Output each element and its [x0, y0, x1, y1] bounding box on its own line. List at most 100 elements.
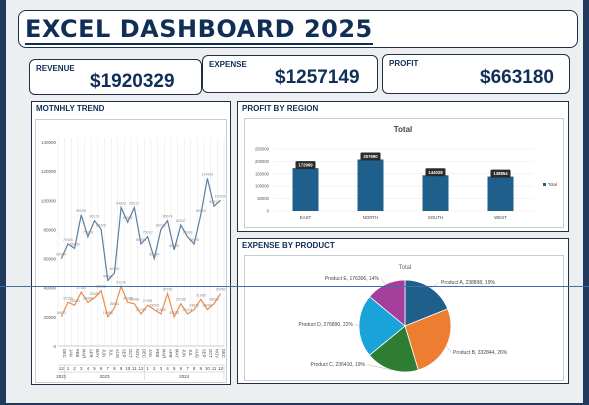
pie-leader-line: [354, 324, 360, 327]
expense-by-product-chart[interactable]: Total Product A, 238898, 19% Product B, 33…: [244, 255, 564, 381]
month-number-label: 10: [205, 366, 211, 371]
month-label: SEP: [122, 349, 127, 358]
y-tick-label: 120000: [41, 169, 57, 174]
profit-by-region-label: PROFIT BY REGION: [242, 104, 319, 113]
data-label: 70365: [63, 238, 73, 242]
month-number-label: 9: [120, 366, 123, 371]
month-label: DEC: [221, 349, 226, 358]
data-label: 22104: [182, 308, 192, 312]
data-label: 20023: [169, 311, 179, 315]
month-number-label: 11: [132, 366, 137, 371]
month-label: FEB: [155, 349, 160, 357]
data-label: 33289: [90, 292, 100, 296]
kpi-revenue-card[interactable]: REVENUE $1920329: [29, 59, 202, 95]
bar-category-label: NORTH: [363, 215, 379, 220]
pie-data-label: Product A, 238898, 19%: [441, 280, 495, 286]
bar-y-tick-label: 250000: [255, 147, 270, 152]
data-label: 80225: [96, 223, 106, 227]
monthly-trend-chart[interactable]: 0 20000 40000 60000 80000 100000 120000 140000 6…: [35, 119, 227, 383]
data-label: 28922: [209, 298, 219, 302]
monthly-trend-label: MOTNHLY TREND: [36, 104, 105, 113]
data-label: 75420: [83, 231, 93, 235]
month-label: JAN: [148, 349, 153, 357]
pie-slice-5: [369, 279, 406, 327]
profit-by-region-chart[interactable]: Total 0 50000 100000 150000 200000 250000 17296…: [244, 118, 564, 228]
month-number-label: 7: [107, 366, 110, 371]
data-label: 84902: [123, 216, 133, 220]
profit-by-region-svg: Total 0 50000 100000 150000 200000 250000 17296…: [255, 125, 557, 220]
monthly-trend-svg: 0 20000 40000 60000 80000 100000 120000 140000 6…: [41, 138, 227, 380]
data-label: 29964: [83, 296, 93, 300]
series-line-2: [60, 284, 222, 319]
bar-west: [487, 176, 514, 211]
data-label: 35790: [163, 288, 173, 292]
year-label: 2024: [179, 374, 190, 379]
expense-by-product-panel[interactable]: EXPENSE BY PRODUCT Total Product A, 23889…: [237, 238, 569, 384]
month-number-label: 2: [73, 366, 76, 371]
profit-by-region-panel[interactable]: PROFIT BY REGION Total 0 50000 100000 150000…: [237, 101, 569, 232]
month-number-label: 10: [125, 366, 131, 371]
month-label: NOV: [215, 349, 220, 358]
dashboard-sheet: EXCEL DASHBOARD 2025 REVENUE $1920329 EX…: [6, 0, 583, 403]
series-line-1: [60, 178, 222, 282]
data-label: 114999: [202, 172, 214, 176]
bar-data-label: 172969: [298, 163, 313, 168]
month-number-label: 12: [59, 366, 65, 371]
data-label: 82547: [176, 219, 186, 223]
kpi-expense-card[interactable]: EXPENSE $1257149: [202, 55, 378, 93]
data-label: 25831: [109, 302, 119, 306]
month-number-label: 2: [153, 366, 156, 371]
month-label: JUN: [181, 349, 186, 357]
month-number-label: 9: [200, 366, 203, 371]
monthly-trend-panel[interactable]: MOTNHLY TREND 0 20000 40000 60000 80000 10000…: [31, 101, 231, 385]
bar-y-tick-label: 100000: [255, 184, 270, 189]
month-number-label: 6: [180, 366, 183, 371]
data-label: 69854: [136, 238, 146, 242]
month-label: MAY: [95, 349, 100, 358]
data-label: 29180: [176, 298, 186, 302]
bar-east: [292, 168, 319, 211]
bar-chart-title: Total: [394, 125, 413, 134]
month-label: MAY: [175, 349, 180, 358]
data-label: 90000: [76, 209, 86, 213]
data-label: 41130: [116, 280, 126, 284]
year-label: 2022: [56, 374, 67, 379]
y-tick-label: 80000: [43, 227, 56, 232]
month-number-label: 5: [93, 366, 96, 371]
month-label: OCT: [208, 349, 213, 358]
pie-slice-3: [368, 325, 419, 373]
bar-y-tick-label: 150000: [255, 171, 270, 176]
pie-leader-line: [380, 278, 386, 285]
pie-data-label: Product C, 236410, 19%: [311, 362, 366, 368]
data-label: 86121: [90, 215, 100, 219]
bar-north: [357, 159, 384, 211]
bar-south: [422, 175, 449, 211]
data-label: 21784: [136, 308, 146, 312]
month-number-label: 3: [160, 366, 163, 371]
bar-y-tick-label: 200000: [255, 159, 270, 164]
kpi-revenue-label: REVENUE: [36, 64, 75, 73]
data-label: 37152: [76, 286, 86, 290]
kpi-profit-value: $663180: [480, 67, 554, 88]
data-label: 35950: [216, 288, 226, 292]
title-banner: EXCEL DASHBOARD 2025: [18, 10, 578, 48]
bar-data-label-box: [425, 168, 446, 177]
month-label: NOV: [135, 349, 140, 358]
pie-slice-2: [404, 308, 452, 371]
bar-data-label-box: [295, 161, 316, 170]
data-label: 65980: [169, 244, 179, 248]
dashboard-title: EXCEL DASHBOARD 2025: [25, 15, 373, 45]
pie-data-label: Product B, 332844, 26%: [453, 350, 508, 356]
month-label: DEC: [62, 349, 67, 358]
y-tick-label: 100000: [41, 198, 57, 203]
data-label: 49720: [109, 267, 119, 271]
data-label: 94833: [116, 202, 126, 206]
kpi-profit-card[interactable]: PROFIT $663180: [382, 54, 570, 94]
data-label: 21830: [156, 308, 166, 312]
y-tick-label: 140000: [41, 140, 57, 145]
data-label: 24980: [202, 304, 212, 308]
data-label: 30158: [63, 296, 73, 300]
month-label: JUL: [188, 349, 193, 357]
data-label: 60094: [56, 253, 66, 257]
month-number-label: 12: [138, 366, 144, 371]
